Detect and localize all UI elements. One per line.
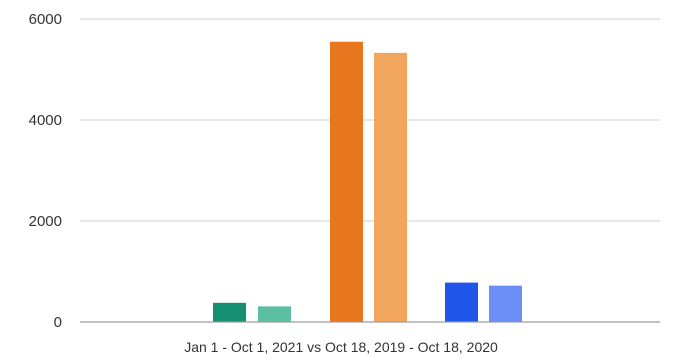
bar-2 [258, 306, 291, 322]
y-tick-label: 4000 [29, 112, 62, 129]
x-axis-label: Jan 1 - Oct 1, 2021 vs Oct 18, 2019 - Oc… [184, 339, 498, 355]
y-tick-label: 2000 [29, 213, 62, 230]
y-tick-label: 0 [54, 314, 62, 331]
bar-1 [213, 302, 246, 322]
y-axis: 0 2000 4000 6000 [29, 11, 62, 331]
bar-4 [374, 52, 407, 323]
bar-6 [489, 285, 522, 322]
bar-5 [445, 282, 478, 322]
y-tick-label: 6000 [29, 11, 62, 28]
bars [213, 41, 522, 323]
gridlines [80, 18, 660, 222]
bar-3 [330, 41, 363, 322]
